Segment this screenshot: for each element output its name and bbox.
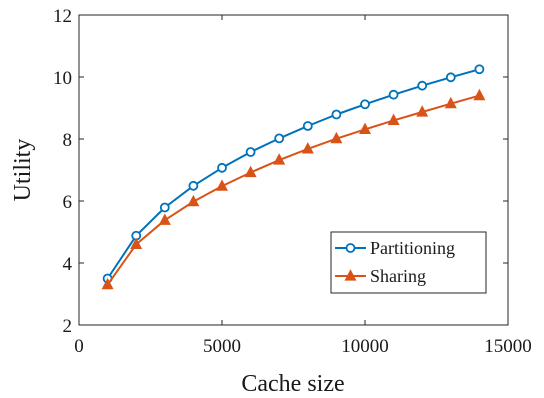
data-point-partitioning <box>217 162 227 173</box>
data-point-partitioning <box>331 109 342 120</box>
y-tick-label: 4 <box>63 254 73 275</box>
legend-label-sharing: Sharing <box>370 266 426 286</box>
data-point-partitioning <box>159 202 170 213</box>
legend-marker-sharing <box>344 269 357 281</box>
legend-box <box>330 231 487 294</box>
y-tick-label: 10 <box>53 68 72 89</box>
y-tick-label: 2 <box>63 316 73 337</box>
x-tick-label: 0 <box>74 336 84 357</box>
series-layer <box>101 64 486 290</box>
data-point-sharing <box>216 179 228 191</box>
data-point-partitioning <box>360 99 370 110</box>
data-point-sharing <box>330 131 343 144</box>
data-point-sharing <box>130 237 143 249</box>
x-tick-label: 15000 <box>484 336 532 357</box>
data-point-sharing <box>273 153 286 165</box>
data-point-sharing <box>101 277 114 290</box>
axis-ticks: 0 5000 10000 15000 2 4 6 8 10 12 <box>53 6 532 357</box>
data-point-partitioning <box>445 72 456 83</box>
series-line-sharing <box>106 94 480 286</box>
x-axis-title: Cache size <box>241 371 344 397</box>
data-point-sharing <box>244 165 257 178</box>
y-tick-label: 6 <box>63 192 73 213</box>
x-tick-label: 5000 <box>203 336 241 357</box>
y-tick-label: 8 <box>63 130 73 151</box>
data-point-partitioning <box>302 121 313 131</box>
data-point-sharing <box>387 113 400 126</box>
data-point-partitioning <box>388 89 399 100</box>
legend-label-partitioning: Partitioning <box>370 238 455 258</box>
data-point-sharing <box>187 194 200 207</box>
data-point-partitioning <box>245 147 256 157</box>
y-axis-title: Utility <box>10 139 36 202</box>
series-line-partitioning <box>106 68 480 280</box>
data-point-sharing <box>444 96 457 109</box>
data-point-partitioning <box>417 80 428 91</box>
data-point-sharing <box>473 88 486 101</box>
legend-marker-partitioning <box>345 243 356 253</box>
x-tick-label: 10000 <box>341 336 389 357</box>
data-point-sharing <box>416 105 429 117</box>
data-point-sharing <box>301 142 314 154</box>
data-point-sharing <box>158 213 171 225</box>
y-tick-label: 12 <box>53 6 72 27</box>
data-point-partitioning <box>274 133 285 144</box>
data-point-partitioning <box>474 64 485 75</box>
legend: Partitioning Sharing <box>330 231 487 294</box>
data-point-sharing <box>359 122 371 134</box>
data-point-partitioning <box>188 180 199 191</box>
